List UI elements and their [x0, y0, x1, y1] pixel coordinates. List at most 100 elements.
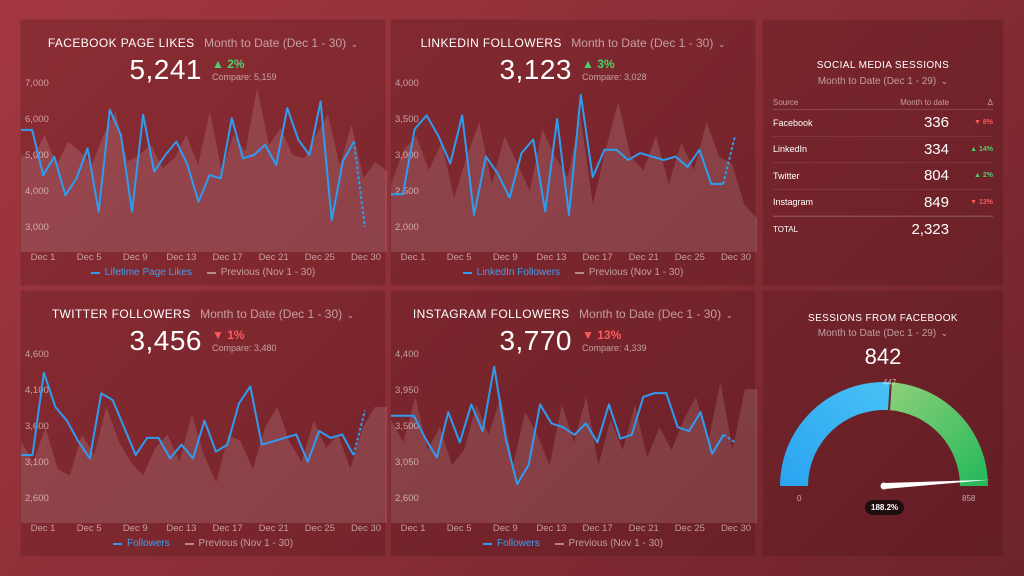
linkedin-line-chart[interactable]: 4,000 3,500 3,000 2,500 2,000 Dec 1 Dec 5 Dec 9…	[391, 78, 757, 270]
row-source: Instagram	[773, 197, 814, 208]
header-delta: Δ	[987, 98, 993, 107]
instagram-followers-widget: INSTAGRAM FOLLOWERS Month to Date (Dec 1…	[390, 290, 757, 557]
linkedin-followers-widget: LINKEDIN FOLLOWERS Month to Date (Dec 1 …	[390, 19, 757, 286]
y-tick-label: 7,000	[25, 78, 49, 89]
x-tick-label: Dec 9	[493, 252, 518, 263]
widget-title: SESSIONS FROM FACEBOOK	[808, 313, 958, 324]
series-previous-area	[21, 407, 387, 523]
widget-header: FACEBOOK PAGE LIKES Month to Date (Dec 1…	[21, 34, 385, 52]
x-tick-label: Dec 17	[583, 252, 613, 263]
header-source: Source	[773, 98, 799, 107]
chevron-down-icon: ⌄	[344, 310, 355, 320]
widget-title: INSTAGRAM FOLLOWERS	[412, 307, 570, 321]
twitter-followers-widget: TWITTER FOLLOWERS Month to Date (Dec 1 -…	[20, 290, 387, 557]
period-selector[interactable]: Month to Date (Dec 1 - 30) ⌄	[200, 307, 354, 321]
chevron-down-icon: ⌄	[723, 310, 734, 320]
period-selector[interactable]: Month to Date (Dec 1 - 30) ⌄	[579, 307, 733, 321]
kpi-delta: ▼ 13%	[582, 328, 622, 342]
row-value: 804	[923, 167, 949, 185]
kpi-delta: ▼ 1%	[212, 328, 245, 342]
legend-item-current[interactable]: Followers	[112, 538, 170, 549]
series-current-projection	[722, 433, 736, 444]
series-previous-area	[391, 381, 757, 523]
header-month: Month to date	[900, 98, 949, 107]
kpi-row: 3,770 ▼ 13% Compare: 4,339	[391, 325, 755, 357]
legend-item-previous[interactable]: Previous (Nov 1 - 30)	[184, 538, 293, 549]
social-media-sessions-widget: SOCIAL MEDIA SESSIONS Month to Date (Dec…	[762, 19, 1004, 286]
period-selector[interactable]: Month to Date (Dec 1 - 30) ⌄	[204, 36, 358, 50]
row-value: 336	[923, 114, 949, 132]
row-source: Twitter	[773, 170, 800, 181]
period-label: Month to Date (Dec 1 - 30)	[204, 36, 347, 50]
legend-item-current[interactable]: Followers	[482, 538, 540, 549]
chevron-down-icon: ⌄	[348, 39, 359, 49]
series-current-projection	[722, 135, 736, 185]
legend-item-current[interactable]: Lifetime Page Likes	[90, 267, 192, 278]
chart-legend: Followers Previous (Nov 1 - 30)	[391, 537, 755, 549]
widget-title: TWITTER FOLLOWERS	[51, 307, 191, 321]
x-tick-label: Dec 21	[629, 523, 659, 534]
y-tick-label: 3,000	[25, 222, 49, 233]
widget-header: LINKEDIN FOLLOWERS Month to Date (Dec 1 …	[391, 34, 755, 52]
x-tick-label: Dec 17	[583, 523, 613, 534]
x-tick-label: Dec 1	[401, 252, 426, 263]
legend-item-previous[interactable]: Previous (Nov 1 - 30)	[554, 538, 663, 549]
x-tick-label: Dec 21	[259, 523, 289, 534]
kpi-compare: Compare: 4,339	[582, 343, 647, 353]
table-total-row: TOTAL 2,323	[773, 216, 993, 243]
row-value: 334	[923, 140, 949, 158]
x-tick-label: Dec 13	[536, 252, 566, 263]
x-tick-label: Dec 25	[675, 523, 705, 534]
gauge-value: 842	[864, 344, 902, 369]
y-tick-label: 2,000	[395, 222, 419, 233]
x-tick-label: Dec 25	[675, 252, 705, 263]
table-header: Source Month to date Δ	[773, 96, 993, 110]
x-tick-label: Dec 5	[447, 252, 472, 263]
period-selector[interactable]: Month to Date (Dec 1 - 29) ⌄	[763, 76, 1003, 87]
period-selector[interactable]: Month to Date (Dec 1 - 29) ⌄	[763, 328, 1003, 339]
gauge-target-label: 447	[883, 378, 897, 387]
legend-item-current[interactable]: LinkedIn Followers	[462, 267, 560, 278]
y-tick-label: 3,500	[395, 421, 419, 432]
kpi-value: 3,123	[499, 54, 573, 85]
series-current-line	[391, 93, 724, 216]
x-tick-label: Dec 17	[213, 252, 243, 263]
legend-item-previous[interactable]: Previous (Nov 1 - 30)	[206, 267, 315, 278]
x-tick-label: Dec 25	[305, 523, 335, 534]
chart-legend: LinkedIn Followers Previous (Nov 1 - 30)	[391, 266, 755, 278]
y-tick-label: 2,600	[395, 493, 419, 504]
table-row: Twitter 804 ▲ 2%	[773, 163, 993, 190]
widget-title: LINKEDIN FOLLOWERS	[420, 36, 562, 50]
x-tick-label: Dec 1	[31, 523, 56, 534]
instagram-line-chart[interactable]: 4,400 3,950 3,500 3,050 2,600 Dec 1 Dec 5 Dec 9…	[391, 349, 757, 541]
gauge-percent-badge: 188.2%	[865, 500, 905, 515]
x-tick-label: Dec 25	[305, 252, 335, 263]
period-selector[interactable]: Month to Date (Dec 1 - 30) ⌄	[571, 36, 725, 50]
facebook-page-likes-widget: FACEBOOK PAGE LIKES Month to Date (Dec 1…	[20, 19, 387, 286]
kpi-value: 3,456	[129, 325, 203, 356]
series-current-projection	[352, 410, 366, 456]
x-tick-label: Dec 30	[351, 252, 381, 263]
gauge-chart	[780, 382, 990, 490]
chart-legend: Followers Previous (Nov 1 - 30)	[21, 537, 385, 549]
facebook-line-chart[interactable]: 7,000 6,000 5,000 4,000 3,000 Dec 1 Dec 5 Dec 9…	[21, 78, 387, 270]
gauge-target-marker	[888, 382, 892, 411]
series-previous-area	[391, 101, 757, 252]
row-delta: ▼ 8%	[974, 119, 993, 127]
kpi-value: 5,241	[129, 54, 203, 85]
row-delta: ▼ 13%	[970, 198, 993, 206]
row-value: 849	[923, 193, 949, 211]
x-tick-label: Dec 30	[351, 523, 381, 534]
series-current-projection	[352, 141, 366, 228]
chevron-down-icon: ⌄	[715, 39, 726, 49]
x-tick-label: Dec 1	[31, 252, 56, 263]
chevron-down-icon: ⌄	[938, 328, 949, 338]
x-tick-label: Dec 21	[629, 252, 659, 263]
period-label: Month to Date (Dec 1 - 29)	[817, 76, 937, 87]
x-tick-label: Dec 13	[166, 523, 196, 534]
legend-item-previous[interactable]: Previous (Nov 1 - 30)	[574, 267, 683, 278]
x-tick-label: Dec 13	[166, 252, 196, 263]
x-tick-label: Dec 5	[447, 523, 472, 534]
kpi-compare: Compare: 5,159	[212, 72, 277, 82]
